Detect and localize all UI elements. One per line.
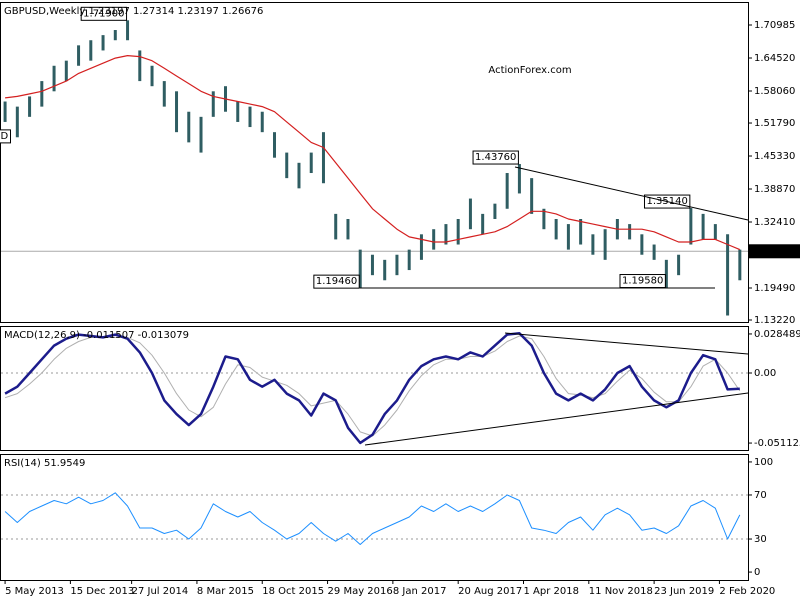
trend-line bbox=[514, 166, 749, 221]
x-tick-label: 15 Dec 2013 bbox=[70, 586, 134, 597]
panel-title: GBPUSD,Weekly 1.23197 1.27314 1.23197 1.… bbox=[4, 6, 263, 17]
trend-line bbox=[504, 332, 749, 355]
y-tick-label: 1.32410 bbox=[754, 217, 795, 228]
ma-line bbox=[5, 55, 741, 251]
x-tick-label: 1 Apr 2018 bbox=[523, 586, 578, 597]
x-tick-label: 27 Jul 2014 bbox=[132, 586, 189, 597]
annotation-box bbox=[80, 6, 128, 21]
x-tick-label: 18 Oct 2015 bbox=[262, 586, 324, 597]
price-annotation: D bbox=[1, 131, 9, 142]
x-tick-label: 5 May 2013 bbox=[5, 586, 64, 597]
y-tick-label: 0 bbox=[754, 567, 760, 578]
watermark: ActionForex.com bbox=[488, 65, 571, 76]
y-tick-label: -0.051125 bbox=[754, 438, 800, 449]
y-tick-label: 1.70985 bbox=[754, 20, 795, 31]
y-tick-label: 1.45330 bbox=[754, 151, 795, 162]
x-tick-label: 23 Jun 2019 bbox=[654, 586, 714, 597]
last-price-label: 1.26676 bbox=[754, 246, 795, 257]
trend-line bbox=[364, 392, 749, 446]
y-tick-label: 1.38870 bbox=[754, 184, 795, 195]
y-tick-label: 1.51790 bbox=[754, 118, 795, 129]
x-tick-label: 8 Mar 2015 bbox=[197, 586, 254, 597]
y-tick-label: 100 bbox=[754, 457, 773, 468]
y-tick-label: 0.00 bbox=[754, 368, 776, 379]
plot-layer: 1.70985 1.64520 1.58060 1.51790 1.45330 1.388… bbox=[0, 6, 800, 597]
y-tick-label: 1.58060 bbox=[754, 86, 795, 97]
x-tick-label: 2 Feb 2020 bbox=[719, 586, 775, 597]
macd-line bbox=[4, 331, 740, 445]
y-tick-label: 30 bbox=[754, 534, 767, 545]
y-tick-label: 1.64520 bbox=[754, 53, 795, 64]
rsi-panel bbox=[0, 454, 749, 581]
y-tick-label: 1.19490 bbox=[754, 283, 795, 294]
x-tick-label: 11 Nov 2018 bbox=[589, 586, 653, 597]
price-annotation: 1.19580 bbox=[622, 276, 663, 287]
annotation-box bbox=[0, 129, 12, 144]
last-price-tag bbox=[749, 244, 800, 259]
price-annotation: 1.19460 bbox=[316, 276, 357, 287]
annotation-box bbox=[472, 150, 519, 165]
panel-title: MACD(12,26,9) -0.011507 -0.013079 bbox=[4, 330, 189, 341]
y-tick-label: 70 bbox=[754, 490, 767, 501]
price-annotation: 1.43760 bbox=[475, 152, 516, 163]
values-line bbox=[4, 492, 741, 545]
annotation-box bbox=[313, 274, 360, 289]
x-tick-label: 8 Jan 2017 bbox=[393, 586, 447, 597]
y-tick-label: 0.028489 bbox=[754, 329, 800, 340]
x-tick-label: 20 Aug 2017 bbox=[458, 586, 522, 597]
price-annotation: 1.71900 bbox=[83, 8, 124, 19]
x-tick-label: 29 May 2016 bbox=[328, 586, 393, 597]
panel-title: RSI(14) 51.9549 bbox=[4, 458, 85, 469]
y-tick-label: 1.13220 bbox=[754, 315, 795, 326]
